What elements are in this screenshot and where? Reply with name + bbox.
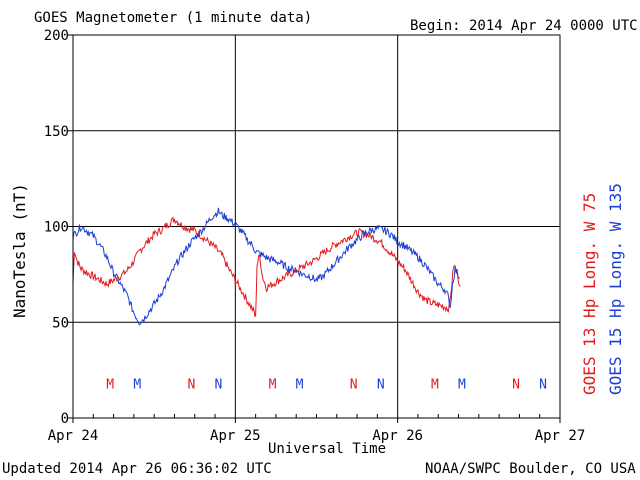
marker-n: N <box>215 378 223 393</box>
series-line-0 <box>72 216 461 318</box>
marker-m: M <box>269 378 277 393</box>
y-tick-label: 150 <box>44 124 69 140</box>
marker-m: M <box>296 378 304 393</box>
x-tick-label: Apr 24 <box>48 428 99 444</box>
marker-m: M <box>458 378 466 393</box>
x-tick-label: Apr 26 <box>372 428 423 444</box>
marker-n: N <box>512 378 520 393</box>
y-tick-label: 100 <box>44 220 69 236</box>
marker-m: M <box>431 378 439 393</box>
marker-n: N <box>539 378 547 393</box>
marker-m: M <box>133 378 141 393</box>
axis-ticks: 0 50 100 150 200 Apr 24 Apr 25 Apr 26 Apr 27 <box>44 28 586 444</box>
begin-time: Begin: 2014 Apr 24 0000 UTC <box>410 18 638 34</box>
marker-n: N <box>187 378 195 393</box>
marker-n: N <box>350 378 358 393</box>
series-line-1 <box>72 207 461 326</box>
marker-n: N <box>377 378 385 393</box>
updated-timestamp: Updated 2014 Apr 26 06:36:02 UTC <box>2 461 272 477</box>
marker-m: M <box>106 378 114 393</box>
x-tick-label: Apr 27 <box>535 428 586 444</box>
series-group <box>72 207 461 326</box>
grid-lines <box>73 35 560 418</box>
y-tick-label: 0 <box>61 411 69 427</box>
y-axis-label: NanoTesla (nT) <box>10 183 29 318</box>
chart-title: GOES Magnetometer (1 minute data) <box>34 10 313 26</box>
x-axis-label: Universal Time <box>268 441 387 457</box>
legend-goes15: GOES 15 Hp Long. W 135 <box>606 183 625 395</box>
y-tick-label: 50 <box>52 315 69 331</box>
legend-goes13: GOES 13 Hp Long. W 75 <box>580 192 599 395</box>
source-credit: NOAA/SWPC Boulder, CO USA <box>425 461 636 477</box>
y-tick-label: 200 <box>44 28 69 44</box>
x-tick-label: Apr 25 <box>210 428 261 444</box>
plot-frame <box>72 34 561 419</box>
